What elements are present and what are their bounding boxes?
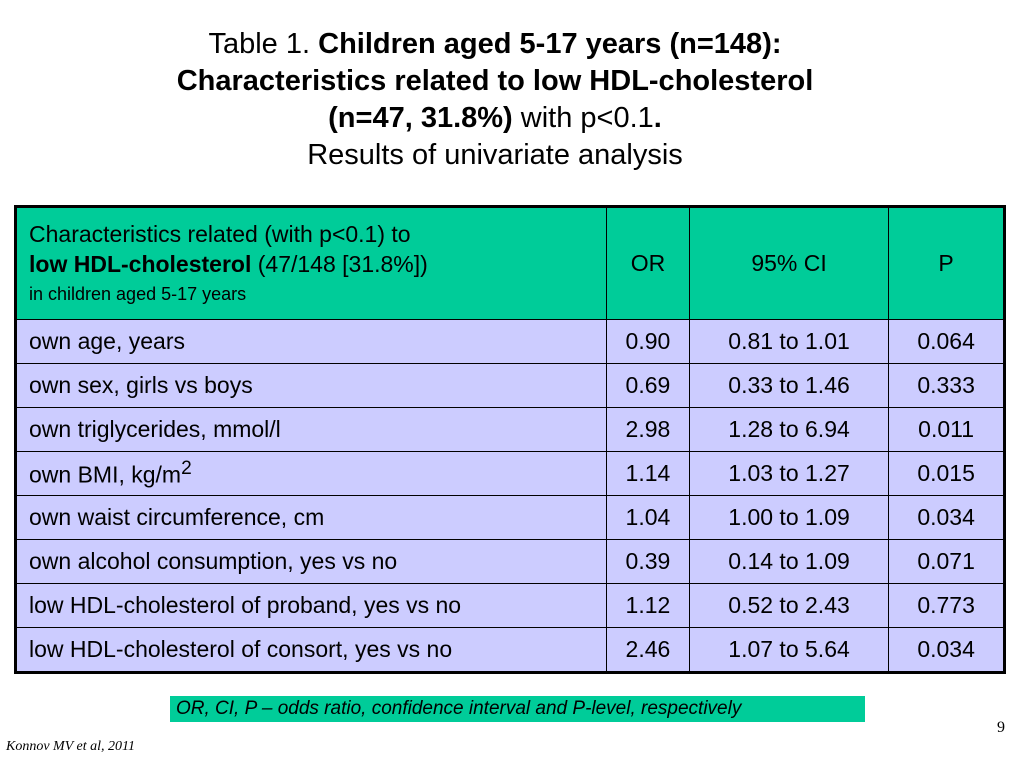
row-p: 0.773	[888, 583, 1005, 628]
title-line-1-bold: Children aged 5-17 years (n=148):	[318, 28, 782, 60]
row-ci: 1.00 to 1.09	[688, 495, 890, 540]
row-ci: 0.33 to 1.46	[688, 363, 890, 408]
row-ci: 1.28 to 6.94	[688, 407, 890, 452]
row-p: 0.034	[888, 495, 1005, 540]
header-p: P	[888, 206, 1005, 320]
header-line-3: in children aged 5-17 years	[29, 283, 247, 304]
row-or: 0.39	[606, 539, 690, 584]
row-label: low HDL-cholesterol of proband, yes vs n…	[15, 583, 607, 628]
header-line-2-bold: low HDL-cholesterol	[29, 250, 252, 277]
row-ci: 1.07 to 5.64	[688, 627, 890, 673]
row-label: own alcohol consumption, yes vs no	[15, 539, 607, 584]
header-line-1: Characteristics related (with p<0.1) to	[29, 220, 411, 247]
row-ci: 0.81 to 1.01	[688, 319, 890, 364]
table-row: own BMI, kg/m2 1.14 1.03 to 1.27 0.015	[15, 451, 1005, 496]
row-label-text: own BMI, kg/m	[29, 461, 182, 488]
title-line-2: Characteristics related to low HDL-chole…	[60, 63, 930, 100]
table-row: own sex, girls vs boys 0.69 0.33 to 1.46…	[15, 363, 1005, 408]
title-line-4: Results of univariate analysis	[307, 139, 683, 171]
header-line-2: low HDL-cholesterol (47/148 [31.8%])	[29, 249, 600, 279]
row-or: 1.14	[606, 451, 690, 496]
table-row: low HDL-cholesterol of proband, yes vs n…	[15, 583, 1005, 628]
table-row: own age, years 0.90 0.81 to 1.01 0.064	[15, 319, 1005, 364]
page-number: 9	[997, 719, 1005, 736]
row-or: 2.46	[606, 627, 690, 673]
footnote: OR, CI, P – odds ratio, confidence inter…	[170, 696, 865, 722]
results-table: Characteristics related (with p<0.1) to …	[14, 205, 1006, 674]
row-label-superscript: 2	[181, 458, 192, 480]
row-or: 1.12	[606, 583, 690, 628]
row-label: low HDL-cholesterol of consort, yes vs n…	[15, 627, 607, 673]
row-or: 1.04	[606, 495, 690, 540]
slide-title: Table 1. Children aged 5-17 years (n=148…	[60, 26, 930, 174]
row-label: own sex, girls vs boys	[15, 363, 607, 408]
title-line-3-normal: with p<0.1	[512, 102, 654, 134]
title-line-1: Table 1. Children aged 5-17 years (n=148…	[60, 26, 930, 63]
row-or: 0.69	[606, 363, 690, 408]
row-or: 0.90	[606, 319, 690, 364]
citation: Konnov MV et al, 2011	[6, 739, 135, 754]
row-p: 0.071	[888, 539, 1005, 584]
title-prefix: Table 1.	[208, 28, 319, 60]
title-line-2-bold: Characteristics related to low HDL-chole…	[176, 65, 814, 97]
table-row: own waist circumference, cm 1.04 1.00 to…	[15, 495, 1005, 540]
row-or: 2.98	[606, 407, 690, 452]
header-or: OR	[606, 206, 690, 320]
row-p: 0.034	[888, 627, 1005, 673]
row-p: 0.011	[888, 407, 1005, 452]
row-label: own age, years	[15, 319, 607, 364]
table-row: own alcohol consumption, yes vs no 0.39 …	[15, 539, 1005, 584]
header-ci: 95% CI	[688, 206, 890, 320]
title-line-3-bold: (n=47, 31.8%)	[328, 102, 513, 134]
table-row: low HDL-cholesterol of consort, yes vs n…	[15, 627, 1005, 673]
row-ci: 0.52 to 2.43	[688, 583, 890, 628]
table-row: own triglycerides, mmol/l 2.98 1.28 to 6…	[15, 407, 1005, 452]
row-ci: 1.03 to 1.27	[688, 451, 890, 496]
row-label: own waist circumference, cm	[15, 495, 607, 540]
title-line-3: (n=47, 31.8%) with p<0.1.	[60, 100, 930, 137]
row-label: own BMI, kg/m2	[15, 451, 607, 496]
table-header-row: Characteristics related (with p<0.1) to …	[15, 206, 1005, 320]
row-ci: 0.14 to 1.09	[688, 539, 890, 584]
row-label: own triglycerides, mmol/l	[15, 407, 607, 452]
title-line-3-period: .	[653, 102, 662, 134]
row-p: 0.064	[888, 319, 1005, 364]
header-line-2-normal: (47/148 [31.8%])	[251, 250, 428, 277]
row-p: 0.333	[888, 363, 1005, 408]
row-p: 0.015	[888, 451, 1005, 496]
header-characteristics: Characteristics related (with p<0.1) to …	[15, 206, 607, 320]
